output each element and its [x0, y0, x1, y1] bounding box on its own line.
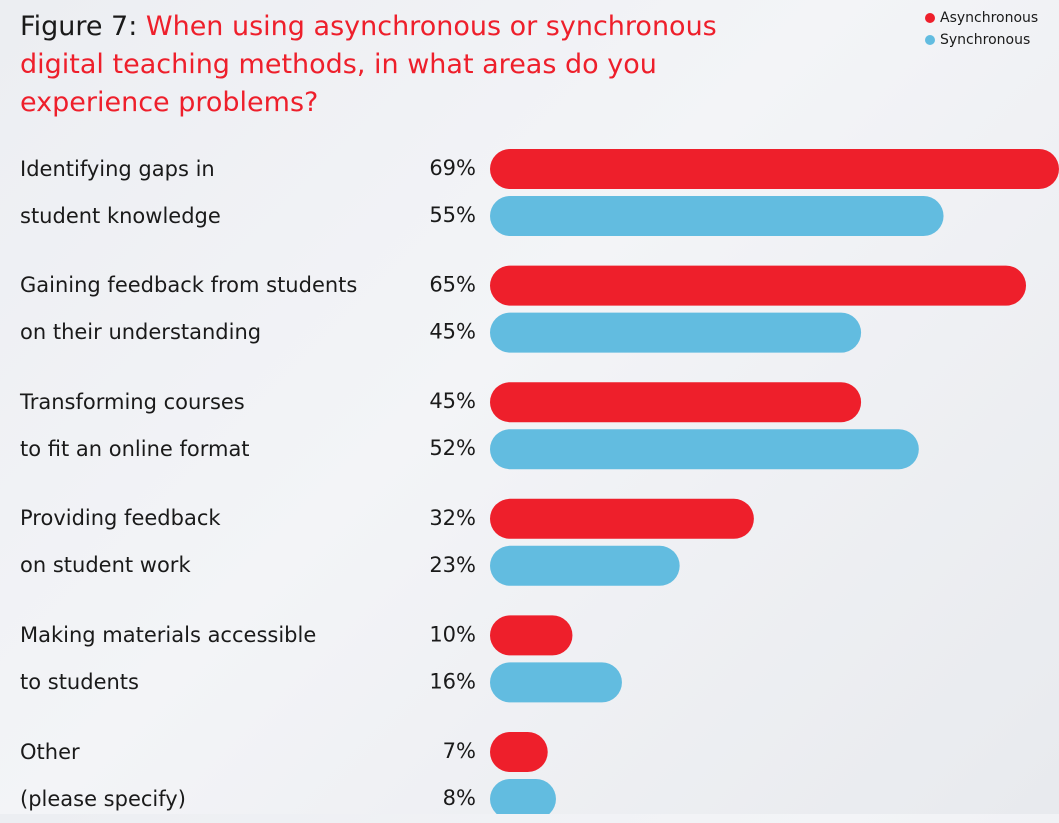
- category-label: Making materials accessible to students: [20, 622, 317, 694]
- category-label: Transforming courses to fit an online fo…: [20, 389, 250, 461]
- bar: [490, 662, 622, 703]
- bar: [490, 732, 548, 772]
- value-label: 45%: [429, 389, 476, 413]
- bar: [490, 312, 862, 353]
- legend-marker: [925, 35, 935, 45]
- category-label: Gaining feedback from students on their …: [20, 273, 358, 345]
- bar: [490, 149, 1059, 189]
- value-label: 65%: [429, 273, 476, 297]
- bar: [490, 382, 862, 423]
- bar: [490, 498, 754, 539]
- value-label: 55%: [429, 203, 476, 227]
- value-label: 69%: [429, 156, 476, 180]
- value-label: 32%: [429, 506, 476, 530]
- legend-label: Synchronous: [940, 32, 1030, 48]
- chart-title: When using asynchronous or synchronous d…: [20, 11, 717, 118]
- value-label: 8%: [443, 786, 476, 810]
- value-label: 45%: [429, 320, 476, 344]
- bar: [490, 196, 944, 236]
- bar: [490, 779, 556, 814]
- figure-label: Figure 7:: [20, 11, 138, 42]
- category-label: Other (please specify): [20, 739, 186, 811]
- value-label: 23%: [429, 553, 476, 577]
- bar: [490, 265, 1027, 306]
- value-label: 7%: [443, 739, 476, 763]
- bar: [490, 545, 680, 586]
- value-label: 16%: [429, 669, 476, 693]
- title-block: Figure 7: When using asynchronous or syn…: [20, 8, 760, 122]
- category-label: Providing feedback on student work: [20, 506, 221, 578]
- value-label: 52%: [429, 436, 476, 460]
- bar: [490, 615, 573, 656]
- legend-label: Asynchronous: [940, 10, 1038, 26]
- category-label: Identifying gaps in student knowledge: [20, 156, 221, 228]
- bar: [490, 429, 919, 470]
- value-label: 10%: [429, 622, 476, 646]
- legend-marker: [925, 13, 935, 23]
